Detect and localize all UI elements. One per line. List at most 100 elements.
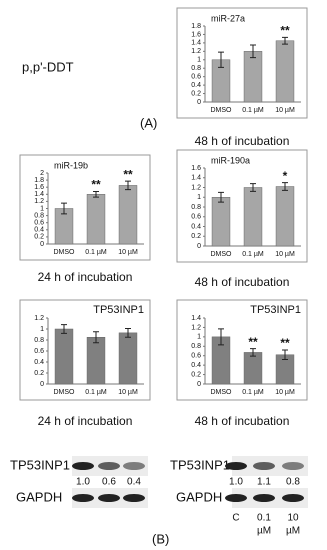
y-tick-label: 1.2 — [34, 198, 44, 205]
y-tick-label: 1.4 — [34, 191, 44, 198]
y-tick-label: 0 — [40, 241, 44, 248]
y-tick-label: 0.2 — [191, 371, 201, 378]
blot-band — [282, 462, 304, 470]
y-tick-label: 0.6 — [191, 353, 201, 360]
blot-band — [72, 462, 94, 470]
y-tick-label: 1.2 — [191, 324, 201, 331]
condition-label: µM — [286, 526, 300, 537]
y-tick-label: 0.4 — [34, 227, 44, 234]
blot-label: GAPDH — [176, 489, 222, 504]
chart-caption: 48 h of incubation — [195, 275, 290, 289]
significance: ** — [280, 336, 290, 350]
y-tick-label: 1.4 — [191, 40, 201, 47]
blot-ratio: 0.8 — [286, 477, 300, 488]
x-tick-label: 10 µM — [275, 389, 295, 396]
y-tick-label: 0 — [197, 99, 201, 106]
blot-ratio: 0.4 — [127, 477, 141, 488]
x-tick-label: DMSO — [211, 389, 233, 396]
chart-title: TP53INP1 — [250, 304, 301, 316]
error-bar — [61, 324, 67, 334]
chart-caption: 48 h of incubation — [195, 414, 290, 428]
y-tick-label: 0.2 — [34, 234, 44, 241]
chart-caption: 24 h of incubation — [38, 270, 133, 284]
condition-label: C — [232, 513, 239, 524]
y-tick-label: 1 — [40, 205, 44, 212]
y-tick-label: 0.4 — [191, 223, 201, 230]
bar — [243, 51, 263, 103]
condition-label: µM — [257, 526, 271, 537]
x-tick-label: 0.1 µM — [85, 249, 107, 256]
bar — [86, 194, 106, 245]
blot-band — [253, 494, 275, 502]
blot-ratio: 1.0 — [229, 477, 243, 488]
y-tick-label: 0.4 — [34, 359, 44, 366]
error-bar — [61, 202, 67, 215]
x-tick-label: DMSO — [211, 107, 233, 114]
x-tick-label: 0.1 µM — [242, 251, 264, 258]
chart-title: miR-19b — [54, 160, 88, 170]
significance: ** — [248, 335, 258, 349]
x-tick-label: 0.1 µM — [85, 389, 107, 396]
x-tick-label: DMSO — [54, 249, 76, 256]
bar — [211, 197, 231, 247]
error-bar — [125, 327, 131, 338]
y-tick-label: 0.2 — [191, 90, 201, 97]
error-bar — [125, 180, 131, 191]
blot-ratio: 1.0 — [76, 477, 90, 488]
y-tick-label: 1.2 — [191, 184, 201, 191]
y-tick-label: 0.8 — [34, 337, 44, 344]
y-tick-label: 0.2 — [191, 233, 201, 240]
chart-title: miR-27a — [211, 13, 245, 23]
blot-band — [253, 462, 275, 470]
compound-label: p,p'-DDT — [22, 59, 74, 74]
error-bar — [218, 328, 224, 346]
blot-band — [72, 494, 94, 502]
significance: ** — [91, 178, 101, 192]
y-tick-label: 0.8 — [191, 204, 201, 211]
blot-band — [225, 462, 247, 470]
panel-label: (A) — [140, 115, 157, 130]
significance: * — [283, 169, 288, 183]
blot-band — [123, 462, 145, 470]
blot-band — [98, 462, 120, 470]
error-bar — [218, 191, 224, 203]
y-tick-label: 0.6 — [34, 220, 44, 227]
y-tick-label: 0.8 — [191, 343, 201, 350]
error-bar — [218, 51, 224, 68]
chart-caption: 48 h of incubation — [195, 134, 290, 148]
y-tick-label: 0 — [40, 381, 44, 388]
y-tick-label: 1.2 — [34, 315, 44, 322]
blot-ratio: 1.1 — [257, 477, 271, 488]
x-tick-label: DMSO — [54, 389, 76, 396]
error-bar — [282, 349, 288, 360]
x-tick-label: 10 µM — [275, 107, 295, 114]
y-tick-label: 0 — [197, 243, 201, 250]
blot-ratio: 0.6 — [102, 477, 116, 488]
y-tick-label: 0 — [197, 381, 201, 388]
y-tick-label: 0.8 — [191, 65, 201, 72]
y-tick-label: 1.6 — [34, 184, 44, 191]
blot-label: TP53INP1 — [170, 457, 230, 472]
y-tick-label: 1 — [197, 57, 201, 64]
y-tick-label: 1.6 — [191, 165, 201, 172]
bar — [118, 185, 138, 245]
error-bar — [282, 182, 288, 191]
y-tick-label: 0.4 — [191, 362, 201, 369]
x-tick-label: 0.1 µM — [242, 107, 264, 114]
blot-band — [225, 494, 247, 502]
bar — [275, 40, 295, 103]
y-tick-label: 1.8 — [34, 177, 44, 184]
significance: ** — [280, 24, 290, 38]
bar — [275, 186, 295, 247]
y-tick-label: 0.6 — [34, 348, 44, 355]
chart-title: TP53INP1 — [93, 304, 144, 316]
blot-band — [98, 494, 120, 502]
y-tick-label: 1.4 — [191, 175, 201, 182]
y-tick-label: 1.6 — [191, 31, 201, 38]
x-tick-label: 10 µM — [118, 249, 138, 256]
error-bar — [250, 44, 256, 59]
error-bar — [250, 183, 256, 192]
x-tick-label: DMSO — [211, 251, 233, 258]
y-tick-label: 0.4 — [191, 82, 201, 89]
y-tick-label: 1 — [197, 194, 201, 201]
